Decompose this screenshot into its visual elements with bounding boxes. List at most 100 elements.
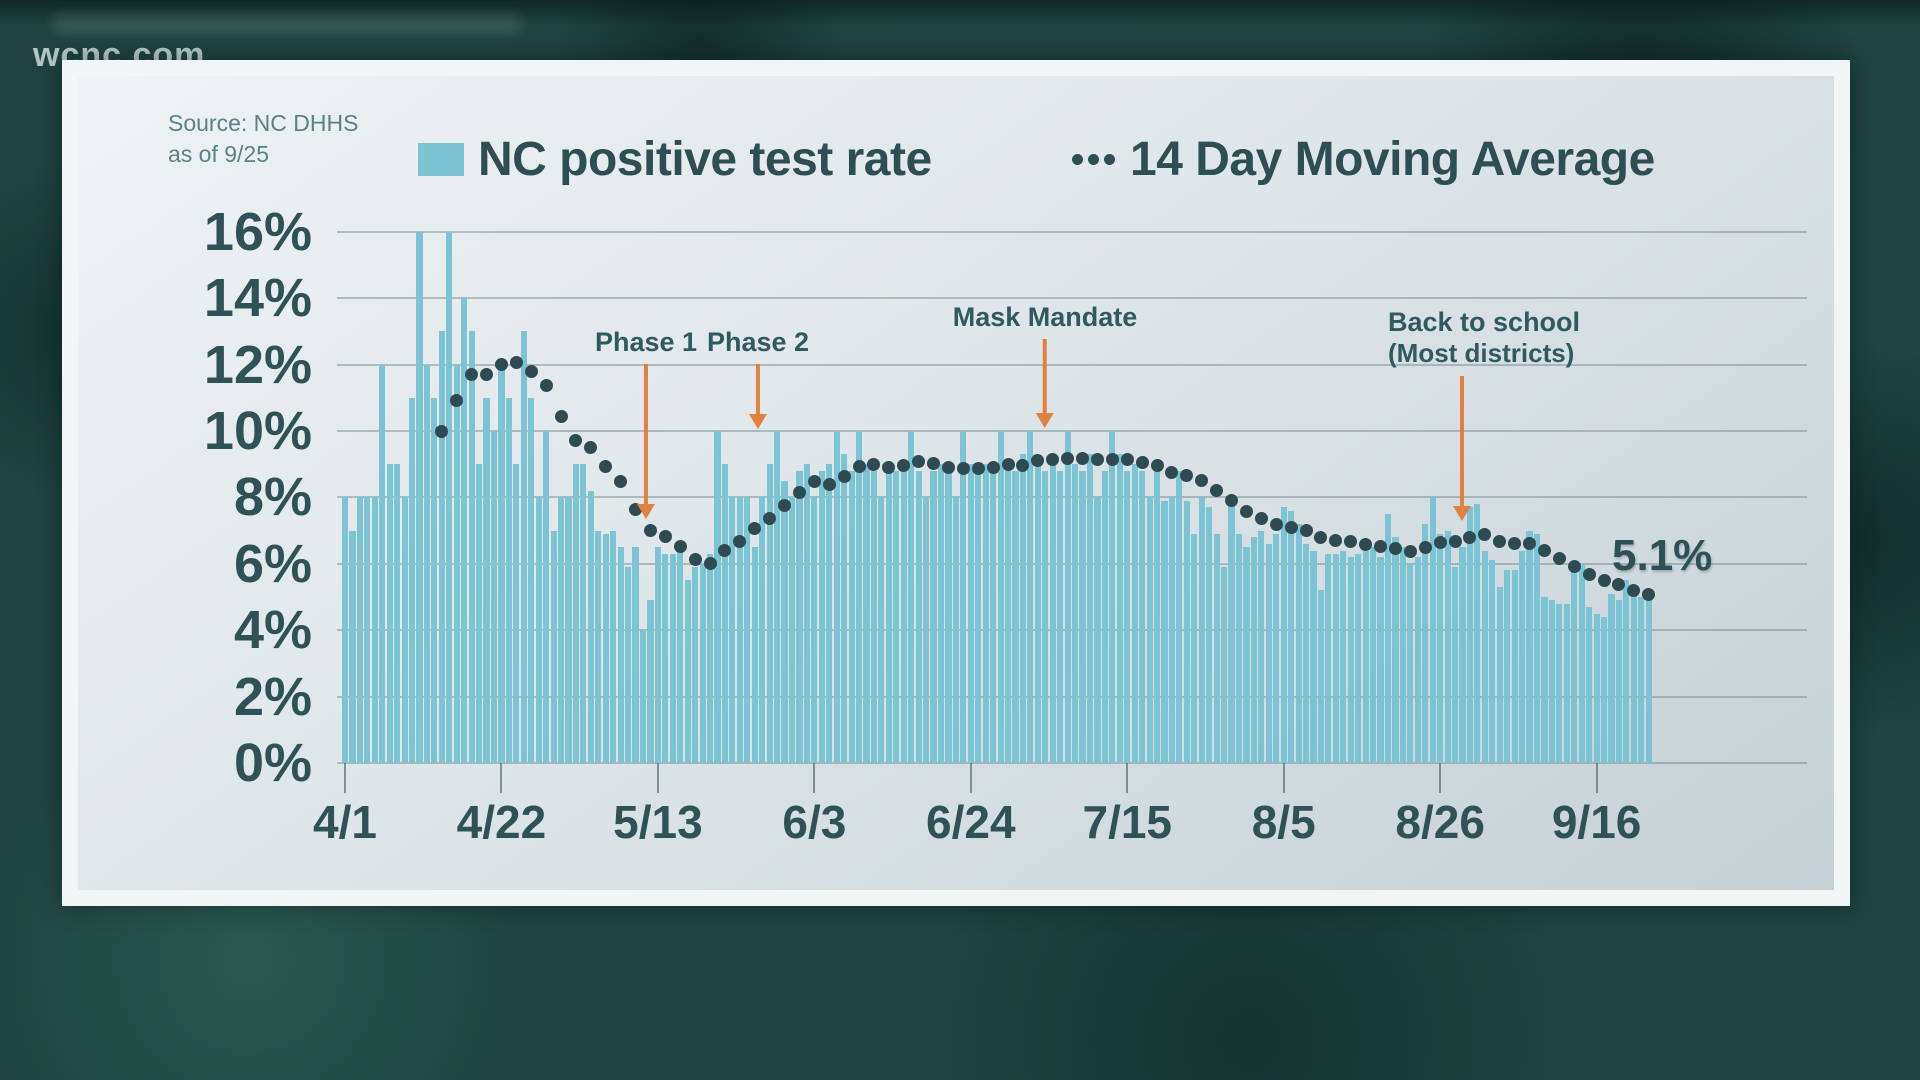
daily-positive-rate-bar xyxy=(1533,533,1541,763)
daily-positive-rate-bar xyxy=(848,470,855,763)
daily-positive-rate-bar xyxy=(967,464,974,763)
daily-positive-rate-bar xyxy=(453,364,460,763)
moving-average-dot xyxy=(1299,523,1313,537)
moving-average-dot xyxy=(494,358,508,372)
gridline-10% xyxy=(337,430,1807,432)
moving-average-dot xyxy=(1150,459,1164,473)
daily-positive-rate-bar xyxy=(1466,507,1474,763)
source-note: Source: NC DHHS as of 9/25 xyxy=(168,108,358,170)
daily-positive-rate-bar xyxy=(572,464,580,763)
moving-average-dot xyxy=(1403,545,1417,559)
x-tick-6/24 xyxy=(969,763,972,793)
annotation-mask-mandate: Mask Mandate xyxy=(953,301,1137,413)
daily-positive-rate-bar xyxy=(1414,557,1421,763)
daily-positive-rate-bar xyxy=(1094,497,1101,763)
daily-positive-rate-bar xyxy=(1519,550,1526,763)
daily-positive-rate-bar xyxy=(1288,510,1295,763)
legend-item-positive-rate: NC positive test rate xyxy=(418,132,932,187)
daily-positive-rate-bar xyxy=(446,231,453,763)
annotation-phase-2-label: Phase 2 xyxy=(706,327,810,357)
daily-positive-rate-bar xyxy=(371,497,378,763)
daily-positive-rate-bar xyxy=(543,431,550,763)
daily-positive-rate-bar xyxy=(1273,533,1280,763)
daily-positive-rate-bar xyxy=(1578,563,1585,763)
moving-average-dot xyxy=(1642,588,1656,602)
arrow-down-icon xyxy=(643,364,648,504)
daily-positive-rate-bar xyxy=(714,431,721,763)
daily-positive-rate-bar xyxy=(1109,431,1116,763)
daily-positive-rate-bar xyxy=(341,497,349,763)
gridline-14% xyxy=(337,297,1807,300)
daily-positive-rate-bar xyxy=(1511,570,1518,763)
moving-average-dot xyxy=(867,457,881,471)
daily-positive-rate-bar xyxy=(863,464,870,763)
daily-positive-rate-bar xyxy=(1176,470,1183,763)
daily-positive-rate-bar xyxy=(736,497,743,763)
moving-average-dot xyxy=(837,469,851,483)
moving-average-dot xyxy=(599,459,613,473)
daily-positive-rate-bar xyxy=(1183,500,1190,763)
daily-positive-rate-bar xyxy=(923,497,930,763)
moving-average-dot xyxy=(1582,568,1596,582)
daily-positive-rate-bar xyxy=(1191,533,1198,763)
daily-positive-rate-bar xyxy=(1057,470,1064,763)
daily-positive-rate-bar xyxy=(1034,464,1041,763)
daily-positive-rate-bar xyxy=(1161,500,1168,763)
daily-positive-rate-bar xyxy=(1489,560,1496,763)
daily-positive-rate-bar xyxy=(617,547,624,763)
daily-positive-rate-bar xyxy=(364,497,371,763)
moving-average-dot xyxy=(1239,504,1253,518)
daily-positive-rate-bar xyxy=(1064,431,1071,763)
daily-positive-rate-bar xyxy=(1280,507,1287,763)
moving-average-dot xyxy=(1001,457,1015,471)
gridline-0% xyxy=(337,762,1807,764)
daily-positive-rate-bar xyxy=(1086,454,1094,763)
moving-average-dot xyxy=(882,461,896,475)
annotation-phase-1: Phase 1 xyxy=(595,326,697,504)
x-tick-4/22 xyxy=(500,763,503,793)
daily-positive-rate-bar xyxy=(751,547,758,763)
daily-positive-rate-bar xyxy=(975,470,982,763)
daily-positive-rate-bar xyxy=(490,431,498,763)
moving-average-dot xyxy=(778,498,792,512)
daily-positive-rate-bar xyxy=(1235,533,1243,763)
daily-positive-rate-bar xyxy=(1325,553,1332,763)
daily-positive-rate-bar xyxy=(952,497,959,763)
daily-positive-rate-bar xyxy=(1243,547,1250,763)
dotted-line-icon xyxy=(1072,154,1120,165)
x-tick-9/16 xyxy=(1595,763,1598,793)
moving-average-dot xyxy=(643,524,657,538)
moving-average-dot xyxy=(1597,574,1611,588)
chart-panel xyxy=(62,60,1850,906)
daily-positive-rate-bar xyxy=(1004,464,1012,763)
daily-positive-rate-bar xyxy=(1049,454,1056,763)
moving-average-dot xyxy=(1165,466,1179,479)
y-axis-label-0%: 0% xyxy=(233,733,312,793)
moving-average-dot xyxy=(1612,577,1626,591)
daily-positive-rate-bar xyxy=(386,464,393,763)
daily-positive-rate-bar xyxy=(1407,563,1414,763)
x-tick-4/1 xyxy=(344,763,346,793)
moving-average-dot xyxy=(658,529,672,543)
x-axis-label-4/22: 4/22 xyxy=(456,796,547,848)
daily-positive-rate-bar xyxy=(878,497,885,763)
daily-positive-rate-bar xyxy=(1504,570,1511,763)
daily-positive-rate-bar xyxy=(513,464,520,763)
moving-average-dot xyxy=(465,367,479,381)
daily-positive-rate-bar xyxy=(1347,557,1354,763)
daily-positive-rate-bar xyxy=(1258,530,1265,763)
moving-average-dot xyxy=(807,474,821,488)
daily-positive-rate-bar xyxy=(803,464,810,763)
moving-average-dot xyxy=(763,512,777,526)
daily-positive-rate-bar xyxy=(1206,507,1213,763)
moving-average-dot xyxy=(1433,535,1447,549)
daily-positive-rate-bar xyxy=(1437,533,1444,763)
moving-average-dot xyxy=(509,355,523,369)
daily-positive-rate-bar xyxy=(1399,547,1406,763)
daily-positive-rate-bar xyxy=(602,533,609,763)
daily-positive-rate-bar xyxy=(476,464,483,763)
x-tick-6/3 xyxy=(813,763,816,793)
daily-positive-rate-bar xyxy=(1355,553,1362,763)
daily-positive-rate-bar xyxy=(1645,590,1652,763)
moving-average-dot xyxy=(971,462,985,476)
